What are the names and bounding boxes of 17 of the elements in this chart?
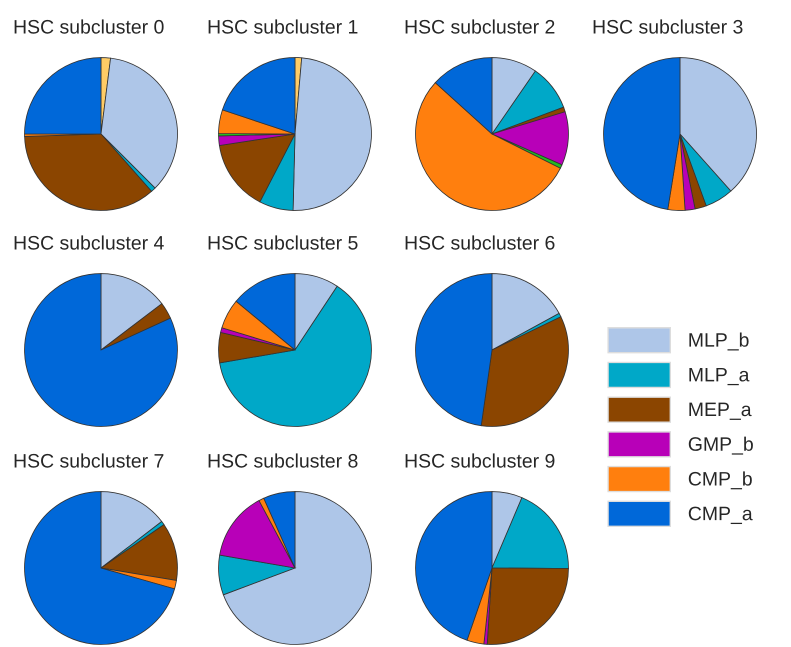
legend-label: CMP_b — [688, 471, 752, 490]
legend-label: MEP_a — [689, 402, 752, 420]
legend-label: CMP_a — [688, 506, 753, 524]
chart-title: HSC subcluster 8 — [208, 453, 358, 468]
legend-label: GMP_b — [688, 436, 753, 455]
chart-title: HSC subcluster 6 — [406, 235, 554, 250]
chart-title: HSC subcluster 0 — [14, 19, 164, 34]
chart-title: HSC subcluster 2 — [406, 19, 554, 34]
legend-label: MLP_b — [689, 332, 749, 350]
chart-title: HSC subcluster 9 — [406, 453, 554, 468]
pie-slice — [24, 491, 175, 645]
chart-title: HSC subcluster 7 — [14, 453, 164, 468]
chart-title: HSC subcluster 3 — [594, 19, 742, 34]
chart-title: HSC subcluster 4 — [14, 235, 164, 250]
chart-title: HSC subcluster 1 — [208, 19, 358, 34]
legend-label: MLP_a — [689, 368, 750, 386]
chart-title: HSC subcluster 5 — [208, 235, 358, 250]
